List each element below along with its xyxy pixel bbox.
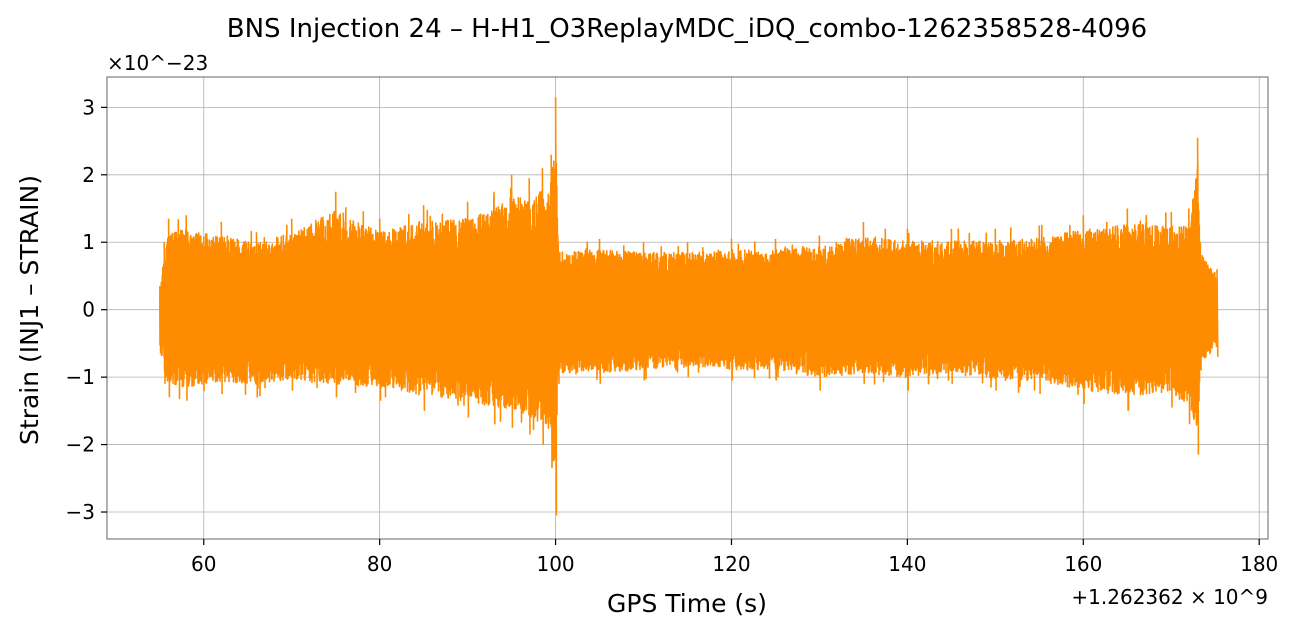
x-axis: 60 80 100 120 140 160 180	[191, 539, 1278, 576]
y-tick-label: 1	[82, 230, 95, 254]
series-layer	[159, 97, 1219, 516]
y-tick-label: −3	[66, 500, 95, 524]
x-offset-label: +1.262362 × 10^9	[1071, 585, 1268, 609]
x-tick-label: 180	[1240, 552, 1278, 576]
x-tick-label: 100	[536, 552, 574, 576]
x-tick-label: 160	[1064, 552, 1102, 576]
x-tick-label: 80	[367, 552, 392, 576]
x-axis-label: GPS Time (s)	[607, 589, 767, 618]
y-tick-label: −1	[66, 365, 95, 389]
x-tick-label: 140	[888, 552, 926, 576]
y-scale-label: ×10^−23	[107, 51, 208, 75]
x-tick-label: 120	[712, 552, 750, 576]
y-tick-label: −2	[66, 433, 95, 457]
chart-title: BNS Injection 24 – H-H1_O3ReplayMDC_iDQ_…	[227, 14, 1147, 44]
plot-frame	[106, 76, 1269, 540]
y-axis: 3 2 1 0 −1 −2 −3	[66, 95, 107, 524]
strain-series-line	[159, 97, 1219, 516]
x-tick-label: 60	[191, 552, 216, 576]
y-tick-label: 0	[82, 298, 95, 322]
y-axis-label: Strain (INJ1 – STRAIN)	[15, 175, 44, 445]
y-tick-label: 3	[82, 95, 95, 119]
y-tick-label: 2	[82, 163, 95, 187]
